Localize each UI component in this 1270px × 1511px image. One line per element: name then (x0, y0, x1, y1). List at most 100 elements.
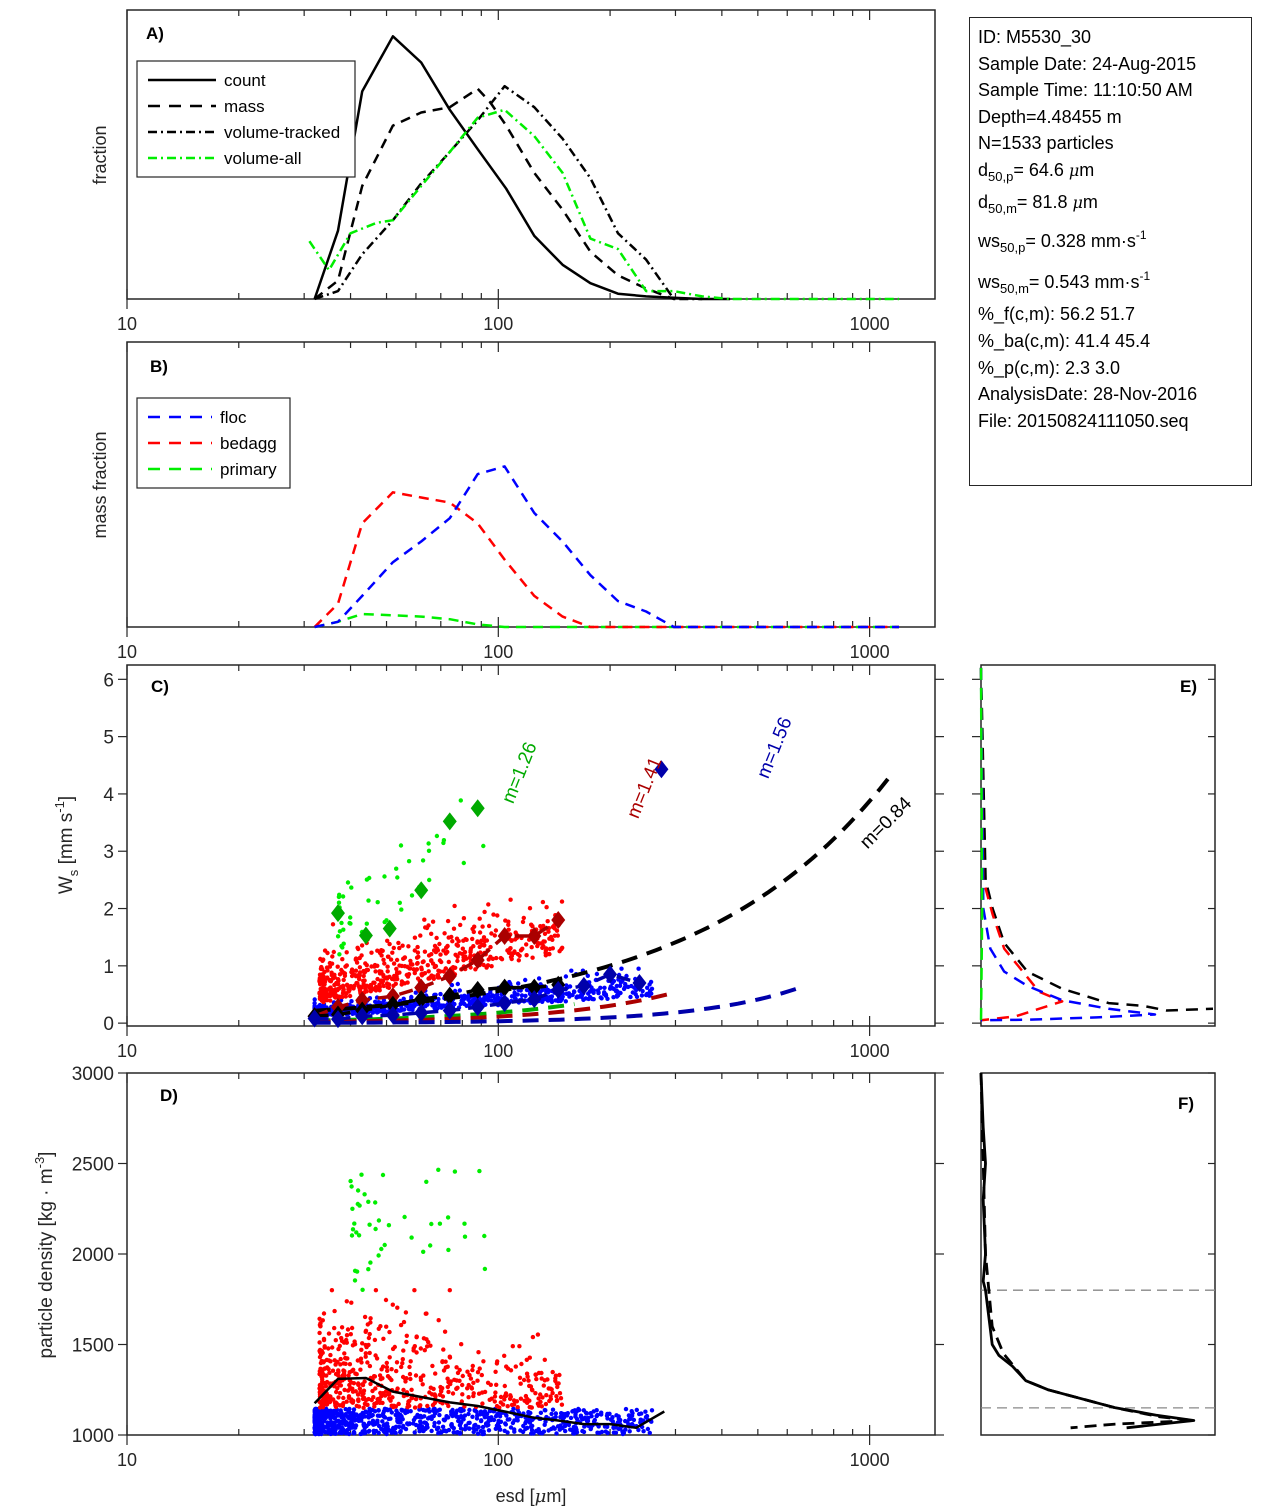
scatter-point-bedagg (552, 926, 557, 931)
scatter-point-primary (354, 1230, 359, 1235)
sample-time: Sample Time: 11:10:50 AM (978, 80, 1193, 101)
ws50-p-subscript: 50,p (1000, 240, 1026, 256)
ws50-m: ws50,m= 0.543 mm·s-1 (978, 269, 1251, 296)
scatter-point-bedagg (399, 963, 404, 969)
scatter-point-primary (376, 1253, 381, 1258)
d50-m-subscript: 50,m (988, 200, 1017, 216)
scatter-point-floc (595, 988, 601, 993)
scatter-point-floc (436, 996, 441, 1002)
scatter-point-bedagg (341, 977, 346, 983)
scatter-point-bedagg (512, 950, 517, 955)
scatter-point-bedagg (463, 954, 468, 959)
ws50-m-value: = 0.543 mm·s (1028, 271, 1140, 292)
scatter-point-bedagg (542, 931, 548, 936)
scatter-point-floc (484, 1421, 489, 1426)
scatter-point-bedagg (351, 1381, 357, 1386)
scatter-point-floc (332, 1431, 337, 1436)
scatter-point-floc (505, 1417, 510, 1422)
x-tick-label: 10 (117, 1450, 137, 1470)
scatter-point-floc (312, 997, 317, 1002)
scatter-point-primary (446, 1247, 451, 1253)
scatter-point-floc (349, 999, 354, 1004)
scatter-point-floc (450, 1407, 455, 1413)
scatter-point-bedagg (486, 923, 492, 929)
scatter-point-primary (362, 1192, 367, 1197)
scatter-point-floc (588, 1411, 593, 1416)
scatter-point-floc (362, 1425, 367, 1431)
scatter-point-bedagg (339, 1338, 345, 1344)
scatter-point-bedagg (446, 959, 451, 965)
scatter-point-bedagg (386, 954, 391, 959)
scatter-point-floc (433, 1006, 438, 1011)
scatter-point-floc (462, 993, 467, 998)
scatter-point-bedagg (502, 1397, 507, 1402)
ws50-m-symbol: ws (978, 271, 1000, 292)
scatter-point-bedagg (550, 1369, 555, 1375)
scatter-point-bedagg (408, 966, 413, 971)
scatter-point-bedagg (333, 1404, 339, 1410)
scatter-point-bedagg (377, 982, 382, 987)
scatter-point-floc (588, 1426, 593, 1432)
scatter-point-bedagg (340, 985, 346, 990)
legend-label-floc: floc (220, 408, 247, 427)
scatter-point-bedagg (395, 976, 400, 982)
scatter-point-bedagg (426, 969, 431, 974)
mu-symbol: μ (1072, 192, 1083, 212)
scatter-point-primary (349, 885, 354, 890)
scatter-point-primary (356, 1233, 362, 1238)
scatter-point-primary (461, 860, 466, 866)
scatter-point-floc (377, 1009, 382, 1014)
scatter-point-bedagg (441, 948, 446, 953)
scatter-point-bedagg (322, 979, 328, 984)
panel-f: F) (979, 1072, 1216, 1436)
scatter-point-bedagg (452, 1377, 457, 1383)
scatter-point-bedagg (375, 948, 380, 953)
scatter-point-bedagg (440, 1386, 445, 1391)
scatter-point-bedagg (324, 1373, 329, 1378)
scatter-point-bedagg (369, 964, 374, 969)
scatter-point-bedagg (522, 1398, 527, 1403)
scatter-point-bedagg (498, 1394, 504, 1400)
scatter-point-bedagg (391, 945, 396, 951)
scatter-point-floc (471, 1429, 476, 1435)
scatter-point-bedagg (385, 1368, 390, 1374)
scatter-point-floc (375, 1420, 380, 1425)
scatter-point-bedagg (557, 1391, 563, 1396)
scatter-point-bedagg (325, 1365, 330, 1370)
scatter-point-bedagg (364, 983, 370, 988)
scatter-point-bedagg (480, 924, 485, 929)
scatter-point-floc (371, 1430, 377, 1436)
scatter-point-bedagg (355, 981, 360, 986)
scatter-point-floc (380, 1419, 385, 1424)
scatter-point-bedagg (318, 1321, 323, 1326)
scatter-point-floc (458, 1414, 464, 1419)
scatter-point-bedagg (330, 922, 336, 927)
scatter-point-bedagg (382, 961, 387, 966)
scatter-point-bedagg (480, 942, 485, 948)
scatter-point-bedagg (494, 955, 499, 961)
scatter-point-bedagg (385, 938, 390, 943)
scatter-point-bedagg (403, 1376, 408, 1382)
scatter-point-floc (643, 1409, 648, 1414)
scatter-point-primary (445, 1215, 451, 1220)
scatter-point-floc (630, 1411, 635, 1416)
scatter-point-bedagg (498, 955, 503, 961)
scatter-point-bedagg (477, 916, 482, 921)
scatter-point-bedagg (517, 1375, 523, 1381)
y-tick-label: 3 (103, 842, 114, 863)
scatter-point-primary (428, 1243, 433, 1248)
scatter-point-floc (542, 1422, 547, 1428)
y-tick-label: 2000 (72, 1245, 114, 1266)
scatter-point-floc (549, 1426, 554, 1432)
scatter-point-bedagg (442, 931, 447, 936)
scatter-point-bedagg (516, 958, 521, 963)
scatter-point-bedagg (526, 1378, 531, 1383)
scatter-point-floc (339, 1425, 345, 1430)
scatter-point-bedagg (509, 953, 515, 958)
scatter-point-bedagg (366, 1335, 372, 1341)
scatter-point-bedagg (360, 1341, 365, 1346)
scatter-point-bedagg (396, 940, 401, 946)
scatter-point-bedagg (381, 983, 386, 989)
scatter-point-bedagg (363, 961, 368, 966)
scatter-point-floc (611, 978, 617, 984)
